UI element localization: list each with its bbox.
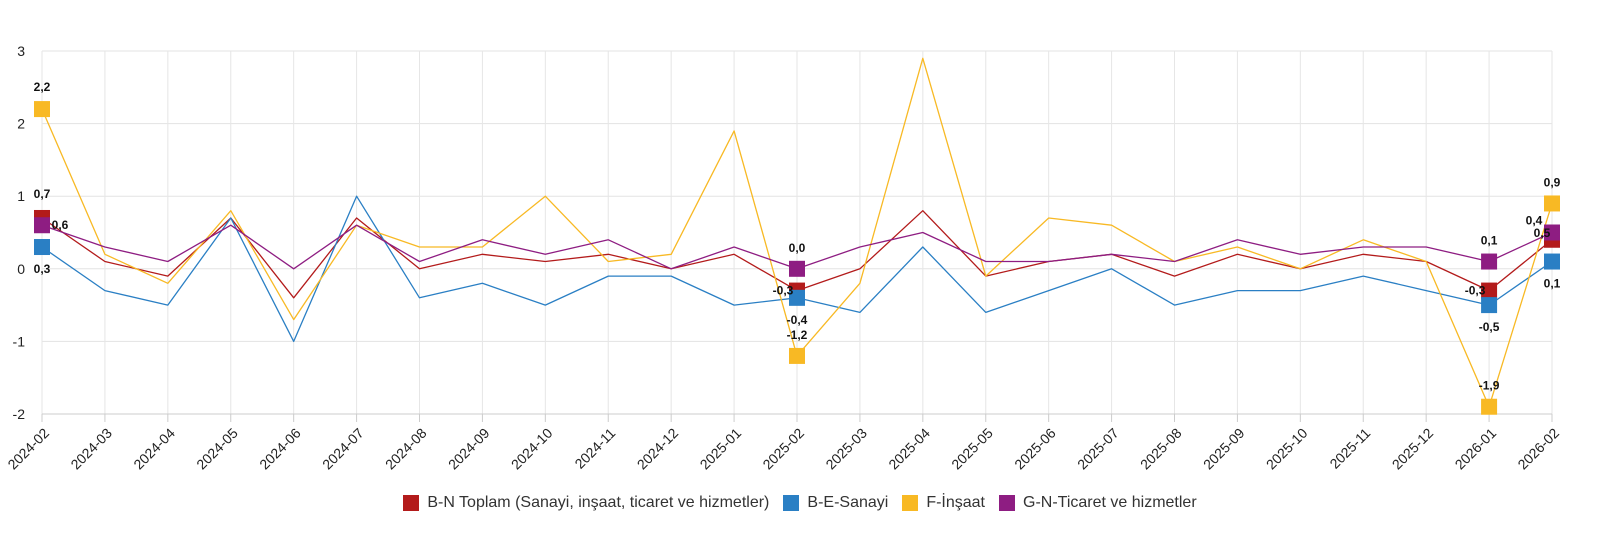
x-tick-label: 2025-05 — [948, 425, 996, 473]
y-tick-label: 2 — [17, 116, 25, 132]
data-label: -0,3 — [1465, 284, 1486, 298]
y-tick-label: 1 — [17, 188, 25, 204]
x-tick-label: 2024-05 — [193, 425, 241, 473]
data-label: -1,2 — [787, 328, 808, 342]
grid — [41, 50, 1553, 415]
x-tick-label: 2025-10 — [1263, 425, 1311, 473]
x-tick-label: 2026-02 — [1514, 425, 1562, 473]
x-tick-label: 2025-04 — [885, 425, 933, 473]
legend-label-industry: B-E-Sanayi — [807, 494, 889, 511]
y-tick-label: 0 — [17, 261, 25, 277]
markers — [34, 101, 1560, 415]
data-label: 0,6 — [52, 218, 69, 232]
marker-s1-2024-02 — [34, 239, 50, 256]
marker-s3-2026-02 — [1544, 224, 1560, 241]
marker-s2-2025-02 — [789, 347, 805, 364]
data-label: 0,5 — [1534, 226, 1551, 240]
data-label: -0,3 — [773, 284, 794, 298]
data-label: 2,2 — [34, 80, 51, 94]
legend-item-trade-services[interactable]: G-N-Ticaret ve hizmetler — [999, 494, 1197, 512]
x-tick-label: 2025-09 — [1200, 425, 1248, 473]
data-label: 0,1 — [1481, 234, 1498, 248]
marker-s0-2026-01 — [1481, 282, 1498, 299]
data-labels: 0,7 0,3 2,2 0,6 -0,3 -0,4-1,2 0,0 -0,3 -0,5 -1,9 0… — [34, 80, 1561, 393]
x-tick-label: 2025-06 — [1011, 425, 1059, 473]
legend-item-total[interactable]: B-N Toplam (Sanayi, inşaat, ticaret ve h… — [403, 494, 769, 512]
x-tick-label: 2024-04 — [130, 425, 178, 473]
x-tick-label: 2024-03 — [67, 425, 115, 473]
x-tick-label: 2024-11 — [571, 425, 618, 472]
data-label: 0,0 — [789, 241, 806, 255]
data-label: 0,7 — [34, 187, 51, 201]
marker-s3-2026-01 — [1481, 253, 1498, 270]
data-label: 0,1 — [1544, 277, 1561, 291]
legend-label-trade-services: G-N-Ticaret ve hizmetler — [1023, 494, 1197, 511]
data-label: -1,9 — [1479, 379, 1500, 393]
x-tick-label: 2024-10 — [508, 425, 556, 473]
x-tick-label: 2025-12 — [1389, 425, 1437, 473]
x-tick-label: 2025-07 — [1074, 425, 1122, 473]
x-tick-label: 2025-01 — [697, 425, 745, 473]
marker-s2-2026-01 — [1481, 398, 1498, 415]
x-tick-label: 2024-12 — [634, 425, 682, 473]
x-tick-label: 2025-02 — [759, 425, 807, 473]
x-tick-label: 2026-01 — [1452, 425, 1500, 473]
marker-s1-2026-02 — [1544, 253, 1560, 270]
marker-s1-2026-01 — [1481, 297, 1498, 314]
axes: -2 -1 0 1 2 3 2024-02 2024-03 2024-04 2024-05 2024… — [4, 43, 1562, 472]
marker-s3-2024-02 — [34, 217, 50, 234]
data-label: 0,4 — [1526, 214, 1543, 228]
y-tick-label: 3 — [17, 43, 25, 59]
legend-label-total: B-N Toplam (Sanayi, inşaat, ticaret ve h… — [427, 494, 770, 511]
legend-swatch-total — [403, 495, 420, 511]
legend-item-construction[interactable]: F-İnşaat — [902, 494, 985, 512]
data-label: -0,4 — [787, 313, 808, 327]
marker-s2-2024-02 — [34, 101, 50, 118]
legend: B-N Toplam (Sanayi, inşaat, ticaret ve h… — [0, 494, 1600, 512]
marker-s1-2025-02 — [789, 289, 805, 306]
x-tick-label: 2024-02 — [4, 425, 52, 473]
x-tick-label: 2025-03 — [822, 425, 870, 473]
marker-s3-2025-02 — [789, 260, 805, 277]
x-tick-label: 2025-08 — [1137, 425, 1185, 473]
legend-swatch-industry — [783, 495, 800, 511]
data-label: -0,5 — [1479, 320, 1500, 334]
x-tick-label: 2024-06 — [256, 425, 304, 473]
legend-item-industry[interactable]: B-E-Sanayi — [783, 494, 888, 512]
x-tick-label: 2025-11 — [1326, 425, 1373, 472]
x-tick-label: 2024-08 — [382, 425, 430, 473]
x-tick-label: 2024-07 — [319, 425, 367, 473]
legend-swatch-construction — [902, 495, 919, 511]
y-tick-label: -2 — [13, 406, 26, 422]
y-tick-label: -1 — [13, 333, 26, 349]
x-tick-label: 2024-09 — [445, 425, 493, 473]
data-label: 0,9 — [1544, 175, 1561, 189]
data-label: 0,3 — [34, 262, 51, 276]
marker-s2-2026-02 — [1544, 195, 1560, 212]
legend-swatch-trade-services — [999, 495, 1015, 511]
legend-label-construction: F-İnşaat — [926, 494, 985, 511]
